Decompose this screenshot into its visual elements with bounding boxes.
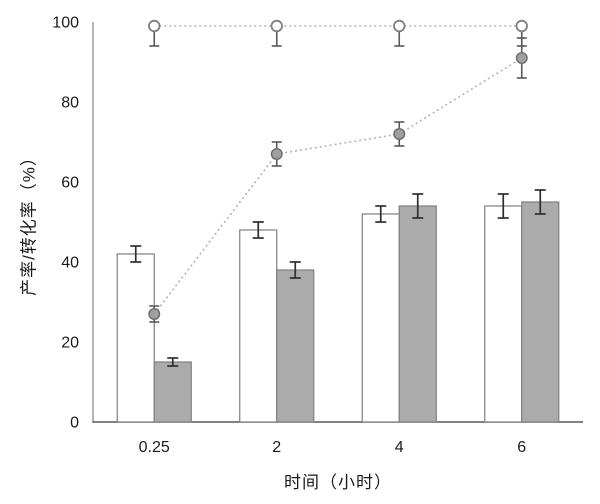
y-tick-label: 100 [52, 15, 79, 32]
x-axis-tick-labels: 0.25 2 4 6 [139, 439, 527, 456]
bar-series-gray-bars [153, 189, 560, 423]
x-tick-label: 2 [272, 439, 281, 456]
marker-open-circle [515, 19, 528, 33]
bar-error-bar [412, 193, 424, 219]
line-series-filled-circle-line [148, 37, 528, 323]
y-tick-label: 60 [61, 175, 79, 192]
bar [361, 213, 400, 423]
series-connector-line [153, 57, 523, 315]
bar-error-bar [167, 357, 179, 367]
bar [239, 229, 278, 423]
bar-error-bar [534, 189, 546, 215]
y-tick-label: 40 [61, 255, 79, 272]
marker-open-circle [270, 19, 283, 33]
bar-series-white-bars [116, 193, 523, 423]
y-tick-label: 80 [61, 95, 79, 112]
bar-error-bar [130, 245, 142, 263]
marker-filled-circle [515, 52, 528, 65]
x-tick-label: 4 [395, 439, 404, 456]
marker-open-circle [148, 19, 161, 33]
bar-error-bar [375, 205, 387, 223]
y-tick-label: 0 [70, 415, 79, 432]
marker-filled-circle [393, 127, 406, 140]
marker-open-circle [393, 19, 406, 33]
x-tick-label: 6 [517, 439, 526, 456]
bar-error-bar [289, 261, 301, 279]
bar [484, 205, 523, 423]
x-tick-label: 0.25 [139, 439, 170, 456]
x-axis-title: 时间（小时） [284, 473, 392, 492]
bar [398, 205, 437, 423]
y-axis-title: 产率/转化率（%） [19, 148, 39, 296]
bar [153, 361, 192, 423]
line-series-open-circle-line [148, 19, 528, 47]
marker-filled-circle [270, 147, 283, 160]
bar [116, 253, 155, 423]
y-axis-tick-labels: 0 20 40 60 80 100 [52, 15, 79, 432]
marker-filled-circle [148, 308, 161, 321]
bar [521, 201, 560, 423]
bar-error-bar [252, 221, 264, 239]
bar-error-bar [497, 193, 509, 219]
y-tick-label: 20 [61, 335, 79, 352]
bar [276, 269, 315, 423]
